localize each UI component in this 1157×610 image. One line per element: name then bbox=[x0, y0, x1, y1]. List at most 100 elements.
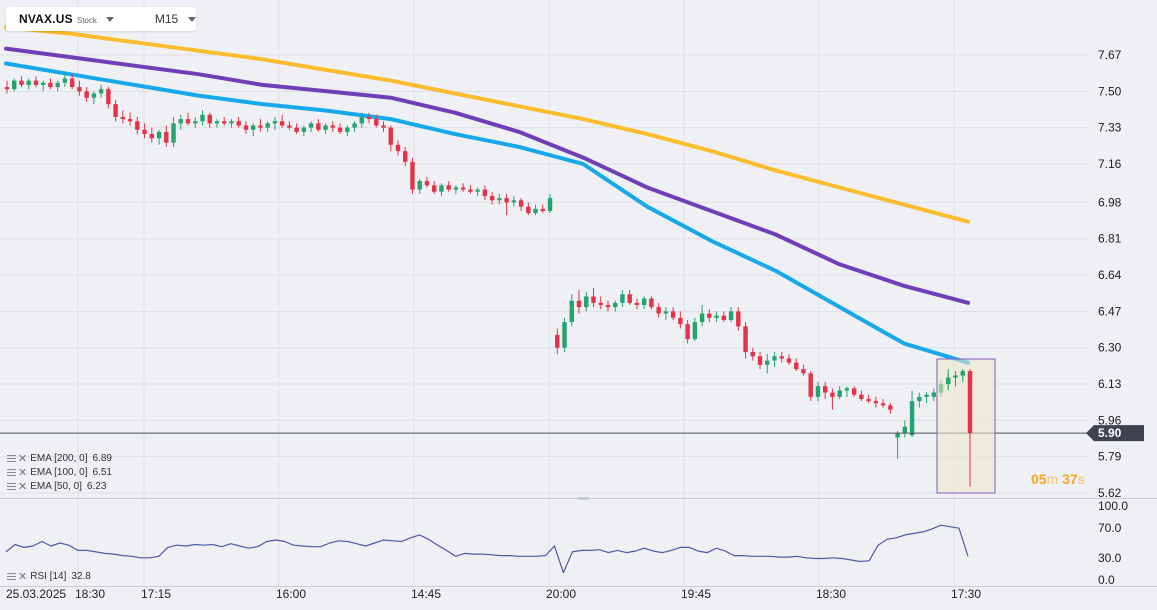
candle-body bbox=[164, 131, 169, 143]
candle-body bbox=[279, 121, 285, 126]
candle-body bbox=[518, 200, 524, 207]
settings-lines-icon[interactable] bbox=[7, 482, 16, 491]
candle-body bbox=[909, 401, 915, 436]
candle-body bbox=[736, 311, 741, 327]
rsi-tick-label: 100.0 bbox=[1098, 499, 1128, 513]
rsi-tick-label: 0.0 bbox=[1098, 573, 1115, 587]
candle-body bbox=[511, 200, 517, 203]
candle-body bbox=[236, 121, 241, 126]
close-icon[interactable]: ✕ bbox=[18, 480, 28, 493]
settings-lines-icon[interactable] bbox=[7, 468, 16, 477]
candle-body bbox=[547, 198, 553, 211]
candle-body bbox=[468, 189, 473, 192]
candle-body bbox=[460, 187, 466, 190]
settings-lines-icon[interactable] bbox=[7, 572, 16, 581]
candle-body bbox=[287, 125, 292, 128]
candle-body bbox=[77, 87, 82, 92]
chart-overlays: 5.90 bbox=[0, 358, 1144, 494]
candle-body bbox=[4, 87, 10, 90]
candle-body bbox=[888, 405, 893, 410]
candle-body bbox=[924, 394, 929, 397]
axes: 7.67 7.50 7.33 7.16 6.98 6.81 6.64 6.47 6.30 6.13… bbox=[0, 48, 1157, 601]
candle-body bbox=[822, 386, 828, 393]
close-icon[interactable]: ✕ bbox=[18, 570, 28, 583]
candle-body bbox=[272, 121, 278, 124]
close-icon[interactable]: ✕ bbox=[18, 452, 28, 465]
candle-body bbox=[106, 89, 111, 105]
candle-body bbox=[562, 322, 567, 348]
candle-body bbox=[417, 181, 422, 190]
candle-body bbox=[779, 356, 784, 359]
candle-body bbox=[243, 125, 249, 130]
y-tick-label: 5.62 bbox=[1098, 486, 1122, 500]
candle-body bbox=[388, 127, 393, 145]
candle-body bbox=[55, 82, 60, 88]
close-icon[interactable]: ✕ bbox=[18, 466, 28, 479]
candle-body bbox=[880, 403, 886, 406]
x-tick-label: 19:45 bbox=[681, 587, 711, 601]
candle-body bbox=[410, 161, 415, 190]
candle-body bbox=[866, 398, 871, 402]
candle-body bbox=[330, 125, 336, 128]
y-tick-label: 6.47 bbox=[1098, 304, 1122, 318]
settings-lines-icon[interactable] bbox=[7, 454, 16, 463]
countdown-sec-unit: s bbox=[1077, 471, 1085, 487]
legend-label: EMA [200, 0] bbox=[30, 453, 88, 464]
candle-body bbox=[359, 116, 364, 124]
legend-rsi[interactable]: ✕ RSI [14] 32.8 bbox=[7, 571, 91, 582]
candle-body bbox=[258, 125, 263, 128]
candle-body bbox=[113, 104, 118, 117]
candle-body bbox=[475, 189, 480, 192]
candle-body bbox=[374, 119, 379, 126]
candle-body bbox=[366, 116, 372, 120]
instrument-type: Stock bbox=[76, 15, 97, 25]
candle-body bbox=[743, 326, 748, 352]
candle-body bbox=[569, 300, 574, 323]
chevron-down-icon[interactable] bbox=[188, 16, 197, 22]
candle-body bbox=[801, 369, 806, 374]
timeframe-selector[interactable]: M15 bbox=[154, 12, 179, 26]
rsi-tick-label: 30.0 bbox=[1098, 551, 1122, 565]
candle-body bbox=[48, 82, 53, 88]
candle-body bbox=[178, 119, 183, 124]
candle-body bbox=[815, 386, 821, 397]
candle-body bbox=[526, 206, 531, 214]
legend-value: 32.8 bbox=[71, 571, 91, 582]
candle-body bbox=[135, 121, 140, 130]
grid-lines bbox=[0, 0, 1088, 586]
candle-body bbox=[620, 294, 625, 303]
candle-body bbox=[424, 181, 430, 186]
legend-label: EMA [100, 0] bbox=[30, 467, 88, 478]
y-tick-label: 6.13 bbox=[1098, 377, 1122, 391]
chevron-down-icon[interactable] bbox=[105, 16, 114, 22]
candle-body bbox=[627, 294, 632, 303]
legend-ema-50[interactable]: ✕ EMA [50, 0] 6.23 bbox=[7, 481, 106, 492]
symbol-selector[interactable]: NVAX.US Stock M15 bbox=[6, 7, 197, 31]
candle-body bbox=[403, 151, 408, 162]
candle-body bbox=[316, 123, 321, 130]
candle-body bbox=[692, 322, 698, 340]
candle-body bbox=[670, 311, 676, 318]
candle-body bbox=[156, 131, 162, 139]
legend-ema-100[interactable]: ✕ EMA [100, 0] 6.51 bbox=[7, 467, 112, 478]
candle-body bbox=[584, 296, 589, 308]
candle-body bbox=[222, 121, 227, 124]
x-tick-label: 14:45 bbox=[411, 587, 441, 601]
candle-body bbox=[345, 127, 350, 132]
x-tick-label: 18:30 bbox=[75, 587, 105, 601]
y-tick-label: 7.16 bbox=[1098, 157, 1122, 171]
candle-body bbox=[641, 298, 647, 305]
candle-body bbox=[721, 315, 727, 320]
y-tick-label: 7.67 bbox=[1098, 48, 1122, 62]
candle-body bbox=[598, 302, 603, 305]
current-price-tag bbox=[1086, 425, 1144, 442]
legend-value: 6.51 bbox=[92, 467, 112, 478]
candle-body bbox=[489, 196, 495, 201]
candle-body bbox=[431, 185, 437, 192]
y-tick-label: 5.79 bbox=[1098, 450, 1122, 464]
candle-body bbox=[250, 125, 256, 130]
panel-resize-handle bbox=[578, 497, 589, 500]
legend-ema-200[interactable]: ✕ EMA [200, 0] 6.89 bbox=[7, 453, 112, 464]
symbol-name: NVAX.US bbox=[19, 12, 73, 26]
